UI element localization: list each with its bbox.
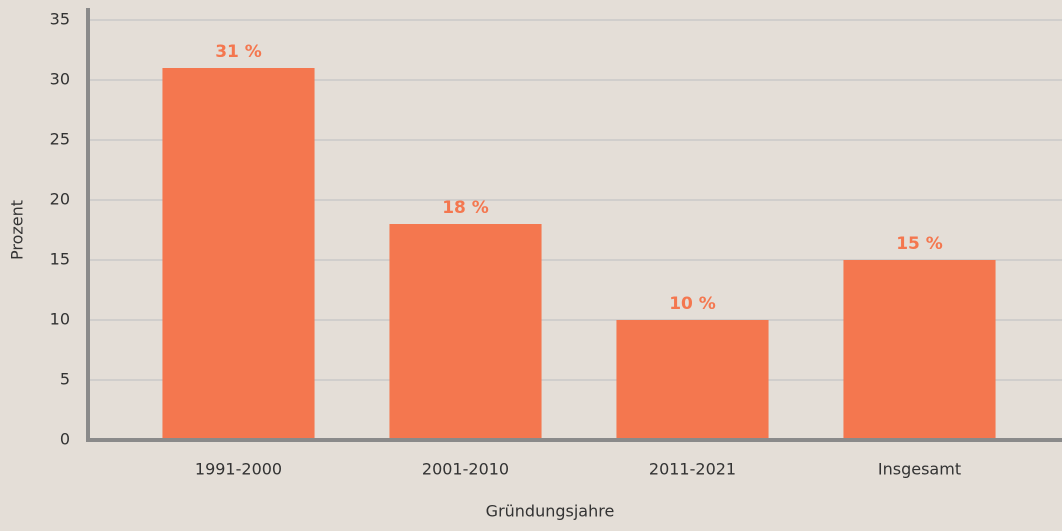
x-tick-label: 2001-2010 [422, 460, 509, 479]
bar [616, 320, 769, 440]
data-label: 15 % [896, 234, 943, 254]
data-label: 10 % [669, 294, 716, 314]
x-tick-label: Insgesamt [878, 460, 961, 479]
y-tick-label: 15 [50, 250, 70, 269]
y-tick-label: 0 [60, 430, 70, 449]
y-tick-label: 10 [50, 310, 70, 329]
x-tick-label: 1991-2000 [195, 460, 282, 479]
y-tick-label: 35 [50, 10, 70, 29]
bar [389, 224, 542, 440]
bar [843, 260, 996, 440]
y-tick-label: 30 [50, 70, 70, 89]
x-tick-label: 2011-2021 [649, 460, 736, 479]
y-tick-label: 5 [60, 370, 70, 389]
data-label: 18 % [442, 198, 489, 218]
y-axis-title: Prozent [8, 200, 27, 260]
y-tick-label: 25 [50, 130, 70, 149]
data-label: 31 % [215, 42, 262, 62]
x-axis-title: Gründungsjahre [486, 502, 615, 521]
bar [162, 68, 315, 440]
y-tick-label: 20 [50, 190, 70, 209]
